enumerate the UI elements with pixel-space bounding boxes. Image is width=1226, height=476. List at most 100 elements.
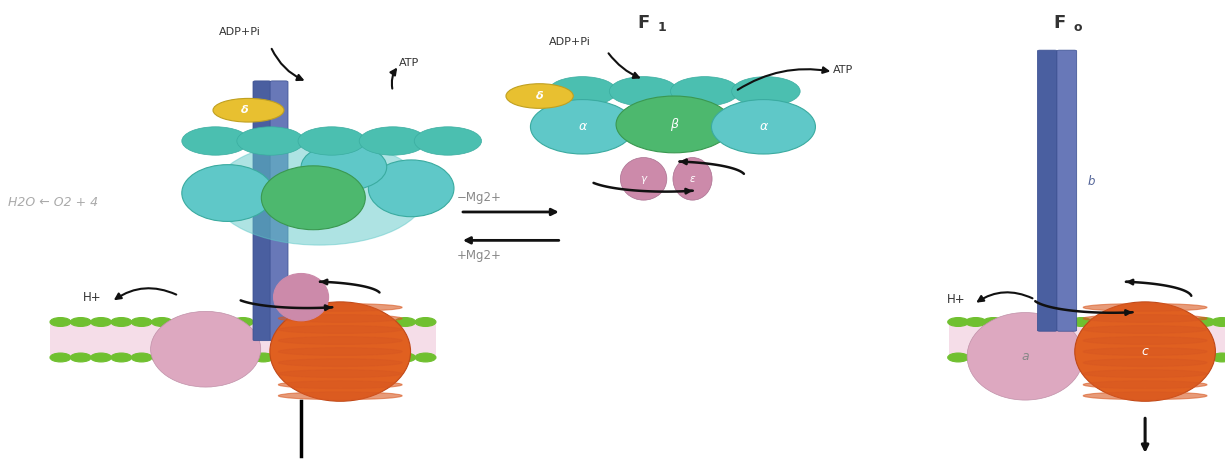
Ellipse shape	[1211, 317, 1226, 327]
Ellipse shape	[673, 158, 712, 200]
Ellipse shape	[1084, 359, 1206, 367]
Ellipse shape	[151, 311, 261, 387]
Ellipse shape	[278, 370, 402, 377]
Text: ε: ε	[690, 174, 695, 184]
Ellipse shape	[983, 353, 1004, 362]
Ellipse shape	[278, 359, 402, 367]
Ellipse shape	[278, 315, 402, 322]
Ellipse shape	[354, 317, 375, 327]
Text: b: b	[1087, 175, 1095, 188]
Ellipse shape	[1075, 302, 1215, 401]
Ellipse shape	[91, 353, 112, 362]
Ellipse shape	[278, 347, 402, 356]
Ellipse shape	[278, 392, 402, 400]
Ellipse shape	[967, 313, 1084, 400]
Text: +Mg2+: +Mg2+	[456, 249, 501, 262]
Ellipse shape	[298, 127, 365, 155]
Ellipse shape	[1194, 317, 1215, 327]
Ellipse shape	[1176, 317, 1198, 327]
Ellipse shape	[1053, 353, 1074, 362]
Ellipse shape	[1084, 337, 1206, 345]
Ellipse shape	[131, 353, 152, 362]
Ellipse shape	[181, 165, 273, 221]
Ellipse shape	[615, 96, 732, 153]
Ellipse shape	[1036, 353, 1057, 362]
Ellipse shape	[1000, 317, 1021, 327]
Text: H+: H+	[946, 293, 965, 306]
Ellipse shape	[531, 99, 634, 154]
Ellipse shape	[416, 353, 436, 362]
Ellipse shape	[293, 353, 314, 362]
Ellipse shape	[548, 77, 617, 106]
Ellipse shape	[278, 326, 402, 333]
Text: δ: δ	[536, 91, 543, 101]
Ellipse shape	[278, 304, 402, 311]
Ellipse shape	[1123, 353, 1145, 362]
Ellipse shape	[359, 127, 427, 155]
Text: H+: H+	[83, 291, 102, 304]
Ellipse shape	[1070, 353, 1091, 362]
Ellipse shape	[233, 317, 254, 327]
Ellipse shape	[395, 317, 416, 327]
Ellipse shape	[333, 317, 354, 327]
Ellipse shape	[212, 317, 233, 327]
Ellipse shape	[302, 143, 386, 191]
Ellipse shape	[1211, 353, 1226, 362]
Text: ADP+Pi: ADP+Pi	[219, 27, 261, 37]
Ellipse shape	[1159, 353, 1179, 362]
Ellipse shape	[1089, 353, 1110, 362]
Ellipse shape	[1084, 347, 1206, 356]
Ellipse shape	[506, 84, 574, 109]
Ellipse shape	[314, 317, 335, 327]
Ellipse shape	[1018, 317, 1038, 327]
Ellipse shape	[70, 317, 91, 327]
Ellipse shape	[50, 317, 71, 327]
Ellipse shape	[1084, 326, 1206, 333]
Ellipse shape	[1194, 353, 1215, 362]
Ellipse shape	[374, 317, 396, 327]
Ellipse shape	[151, 317, 173, 327]
Ellipse shape	[192, 317, 213, 327]
Ellipse shape	[416, 317, 436, 327]
Text: ATP: ATP	[834, 65, 853, 75]
Ellipse shape	[1106, 317, 1127, 327]
Ellipse shape	[237, 127, 304, 155]
Ellipse shape	[314, 353, 335, 362]
Ellipse shape	[1123, 317, 1145, 327]
Text: 1: 1	[657, 21, 666, 34]
Ellipse shape	[965, 353, 986, 362]
Ellipse shape	[181, 127, 249, 155]
Ellipse shape	[1084, 315, 1206, 322]
Ellipse shape	[1084, 370, 1206, 377]
Ellipse shape	[1036, 317, 1057, 327]
FancyBboxPatch shape	[270, 81, 288, 341]
FancyBboxPatch shape	[1057, 50, 1076, 331]
Ellipse shape	[374, 353, 396, 362]
Ellipse shape	[278, 381, 402, 388]
Ellipse shape	[213, 99, 284, 122]
Text: F: F	[1053, 14, 1065, 32]
Bar	[50, 322, 435, 357]
Ellipse shape	[1141, 317, 1162, 327]
Ellipse shape	[1084, 304, 1206, 311]
Text: α: α	[579, 120, 586, 133]
Ellipse shape	[983, 317, 1004, 327]
Ellipse shape	[192, 353, 213, 362]
Ellipse shape	[609, 77, 678, 106]
Text: ATP: ATP	[398, 58, 419, 68]
Ellipse shape	[270, 302, 411, 401]
Ellipse shape	[1084, 392, 1206, 400]
Ellipse shape	[395, 353, 416, 362]
Ellipse shape	[91, 317, 112, 327]
Ellipse shape	[1000, 353, 1021, 362]
Ellipse shape	[368, 160, 454, 217]
Text: γ: γ	[640, 174, 646, 184]
Ellipse shape	[671, 77, 739, 106]
Ellipse shape	[1053, 317, 1074, 327]
Ellipse shape	[1084, 381, 1206, 388]
FancyBboxPatch shape	[253, 81, 271, 341]
Text: ADP+Pi: ADP+Pi	[549, 37, 591, 47]
Ellipse shape	[354, 353, 375, 362]
Ellipse shape	[333, 353, 354, 362]
Ellipse shape	[172, 353, 192, 362]
